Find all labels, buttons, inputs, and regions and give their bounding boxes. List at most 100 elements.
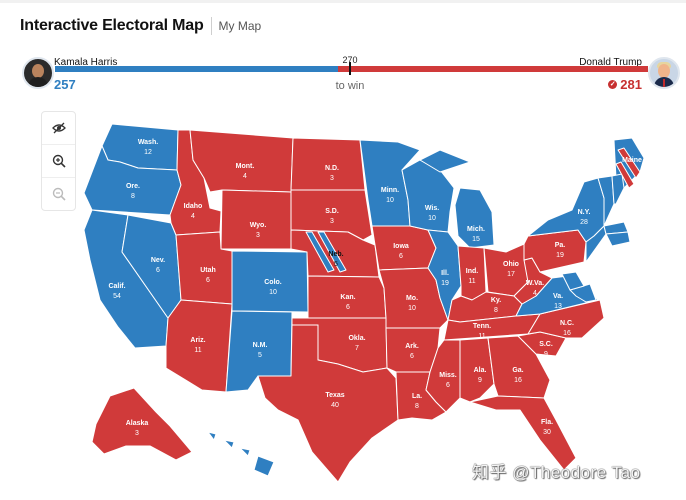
state-wy[interactable] bbox=[220, 189, 292, 250]
state-votes-ks: 6 bbox=[346, 304, 350, 311]
map-subtitle: My Map bbox=[218, 19, 262, 33]
state-votes-pa: 19 bbox=[556, 252, 564, 259]
state-name-in: Ind. bbox=[466, 268, 478, 275]
northeast-state-2[interactable] bbox=[597, 175, 615, 227]
state-name-nm: N.M. bbox=[253, 342, 268, 349]
state-votes-co: 10 bbox=[269, 289, 277, 296]
state-name-hi: Hawaii bbox=[208, 463, 230, 470]
state-name-mi: Mich. bbox=[467, 226, 485, 233]
state-votes-tx: 40 bbox=[331, 402, 339, 409]
state-name-tx: Texas bbox=[325, 392, 344, 399]
threshold-value: 270 bbox=[342, 55, 358, 65]
state-fl[interactable] bbox=[469, 395, 577, 471]
zoom-in-button[interactable] bbox=[42, 144, 75, 177]
page-title: Interactive Electoral Map bbox=[20, 17, 204, 34]
state-name-ny: N.Y. bbox=[578, 209, 591, 216]
trump-votes-wrapper: ✓ 281 bbox=[608, 77, 642, 92]
state-votes-sd: 3 bbox=[330, 218, 334, 225]
state-name-sc: S.C. bbox=[539, 341, 553, 348]
state-name-mn: Minn. bbox=[381, 187, 399, 194]
candidate-trump: Donald Trump ✓ 281 bbox=[579, 57, 680, 92]
winner-check-icon: ✓ bbox=[608, 80, 618, 89]
state-name-wa: Wash. bbox=[138, 139, 158, 146]
state-name-ar: Ark. bbox=[405, 343, 419, 350]
state-mt[interactable] bbox=[189, 129, 294, 193]
threshold-label: to win bbox=[335, 80, 365, 92]
state-votes-or: 8 bbox=[131, 193, 135, 200]
zoom-in-icon bbox=[52, 154, 66, 168]
harris-votes: 257 bbox=[54, 77, 76, 92]
state-name-oh: Ohio bbox=[503, 261, 519, 268]
state-votes-al: 9 bbox=[478, 377, 482, 384]
header-divider bbox=[210, 17, 212, 35]
state-name-az: Ariz. bbox=[190, 337, 205, 344]
state-votes-mo: 10 bbox=[408, 305, 416, 312]
state-mi[interactable] bbox=[419, 149, 495, 249]
state-ak[interactable] bbox=[91, 387, 193, 461]
state-votes-il: 19 bbox=[441, 280, 449, 287]
state-votes-tn: 11 bbox=[478, 333, 485, 340]
state-name-ms: Miss. bbox=[439, 372, 457, 379]
state-name-me: Maine bbox=[622, 157, 642, 164]
state-votes-nc: 16 bbox=[563, 330, 571, 337]
top-border bbox=[0, 0, 686, 3]
state-votes-la: 8 bbox=[415, 403, 419, 410]
state-name-ak: Alaska bbox=[126, 420, 149, 427]
state-votes-mt: 4 bbox=[243, 173, 247, 180]
state-name-ga: Ga. bbox=[512, 367, 523, 374]
state-name-ne: Neb. bbox=[328, 251, 343, 258]
state-votes-ok: 7 bbox=[355, 345, 359, 352]
electoral-vote-bar bbox=[55, 66, 648, 72]
state-votes-sc: 9 bbox=[544, 351, 548, 358]
state-votes-fl: 30 bbox=[543, 429, 551, 436]
watermark: 知乎 @Theodore Tao bbox=[472, 463, 641, 482]
state-votes-oh: 17 bbox=[507, 271, 515, 278]
state-votes-ak: 3 bbox=[135, 430, 139, 437]
trump-avatar bbox=[648, 57, 680, 89]
header: Interactive Electoral Map My Map bbox=[20, 14, 261, 38]
zoom-out-button[interactable] bbox=[42, 177, 75, 210]
nebraska-district-stripe-1[interactable] bbox=[305, 231, 335, 273]
trump-name: Donald Trump bbox=[579, 57, 642, 68]
state-tx[interactable] bbox=[257, 324, 399, 483]
state-name-ca: Calif. bbox=[108, 283, 125, 290]
maine-district-stripe-2[interactable] bbox=[615, 161, 635, 189]
state-votes-nd: 3 bbox=[330, 175, 334, 182]
state-name-ks: Kan. bbox=[340, 294, 355, 301]
state-votes-ia: 6 bbox=[399, 253, 403, 260]
state-votes-ga: 16 bbox=[514, 377, 522, 384]
state-name-nc: N.C. bbox=[560, 320, 574, 327]
state-az[interactable] bbox=[165, 299, 233, 393]
state-hi[interactable] bbox=[207, 431, 275, 477]
state-name-ok: Okla. bbox=[348, 335, 365, 342]
toggle-labels-button[interactable] bbox=[42, 112, 75, 144]
state-nd[interactable] bbox=[290, 137, 366, 191]
state-name-ut: Utah bbox=[200, 267, 216, 274]
state-votes-mi: 15 bbox=[472, 236, 480, 243]
state-votes-hi: 4 bbox=[217, 473, 221, 480]
state-name-wv: W.Va. bbox=[526, 280, 544, 287]
dem-vote-fill bbox=[55, 66, 339, 72]
state-votes-wv: 4 bbox=[533, 290, 537, 297]
state-votes-ar: 6 bbox=[410, 353, 414, 360]
state-name-ky: Ky. bbox=[491, 297, 501, 304]
state-votes-id: 4 bbox=[191, 213, 195, 220]
maine-district-stripe-1[interactable] bbox=[617, 147, 641, 179]
northeast-state-3[interactable] bbox=[611, 173, 625, 205]
state-votes-ny: 28 bbox=[580, 219, 588, 226]
state-name-sd: S.D. bbox=[325, 208, 339, 215]
northeast-state-5[interactable] bbox=[605, 231, 631, 247]
state-votes-ne: 5 bbox=[334, 261, 338, 268]
state-name-id: Idaho bbox=[184, 203, 203, 210]
nebraska-district-stripe-2[interactable] bbox=[317, 231, 347, 273]
threshold-marker bbox=[349, 62, 351, 75]
state-name-fl: Fla. bbox=[541, 419, 553, 426]
northeast-state-7[interactable] bbox=[561, 271, 585, 291]
state-name-nv: Nev. bbox=[151, 257, 165, 264]
zoom-out-icon bbox=[52, 187, 66, 201]
state-name-va: Va. bbox=[553, 293, 563, 300]
state-name-ia: Iowa bbox=[393, 243, 409, 250]
state-name-mo: Mo. bbox=[406, 295, 418, 302]
state-name-il: Ill. bbox=[441, 270, 449, 277]
state-votes-wy: 3 bbox=[256, 232, 260, 239]
